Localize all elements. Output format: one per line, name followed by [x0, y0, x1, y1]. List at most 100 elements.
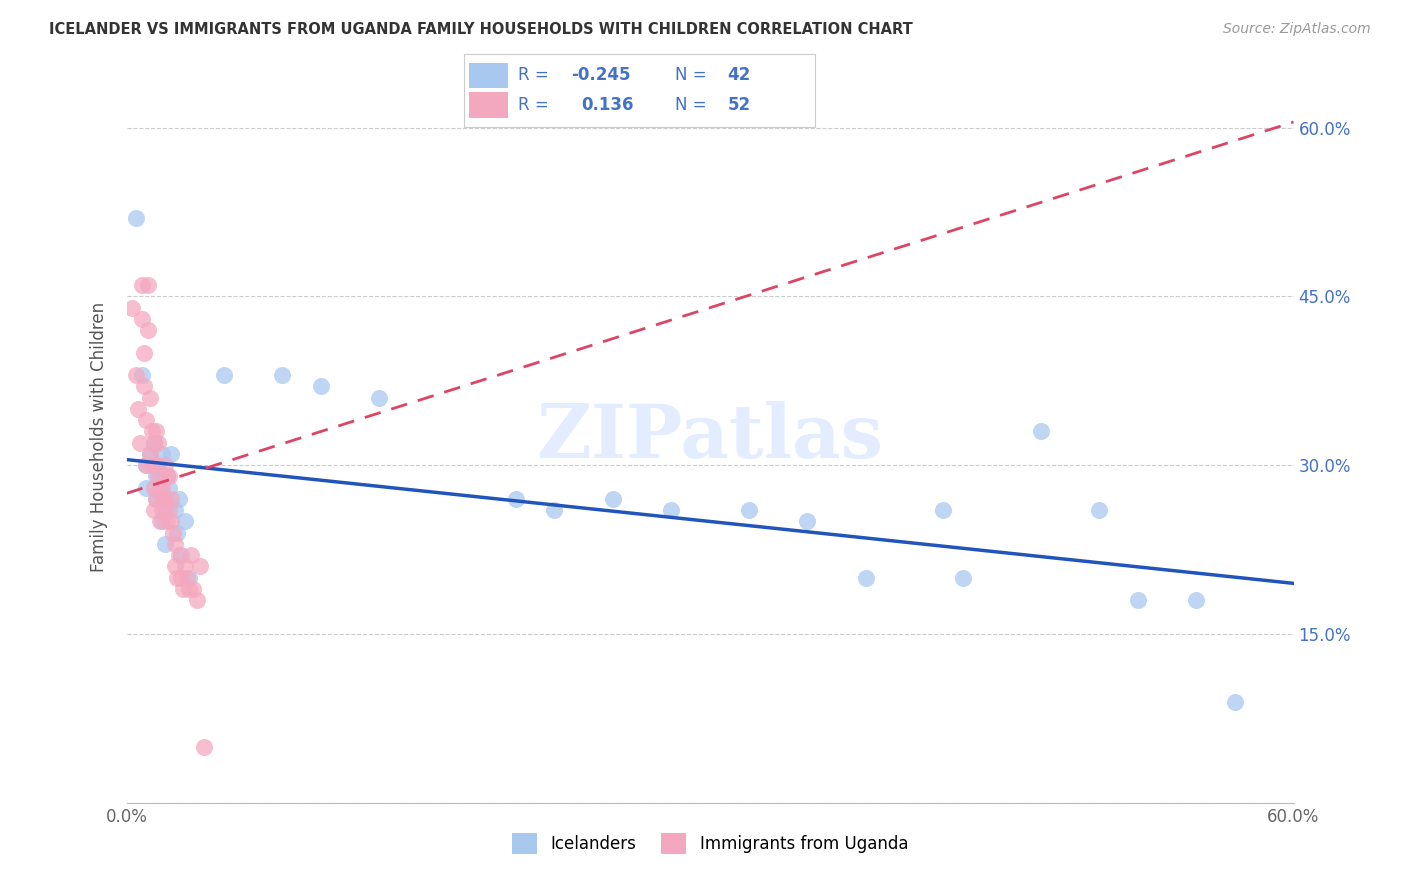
Point	[659, 503, 682, 517]
Point	[186, 593, 208, 607]
Point	[176, 571, 198, 585]
Point	[150, 503, 173, 517]
Point	[121, 301, 143, 315]
Text: ZIPatlas: ZIPatlas	[537, 401, 883, 474]
Point	[180, 548, 202, 562]
Point	[166, 525, 188, 540]
Point	[131, 368, 153, 383]
Point	[505, 491, 527, 506]
Point	[149, 515, 172, 529]
Point	[141, 458, 163, 473]
Point	[156, 469, 179, 483]
Text: N =: N =	[675, 67, 711, 85]
Point	[170, 548, 193, 562]
Point	[135, 481, 157, 495]
Point	[170, 571, 193, 585]
Point	[160, 491, 183, 506]
Point	[142, 503, 165, 517]
Point	[135, 458, 157, 473]
Point	[177, 582, 200, 596]
Point	[152, 491, 174, 506]
Point	[167, 491, 190, 506]
Point	[177, 571, 200, 585]
Point	[146, 435, 169, 450]
Point	[127, 401, 149, 416]
Point	[142, 435, 165, 450]
Point	[1126, 593, 1149, 607]
Point	[142, 481, 165, 495]
Point	[932, 503, 955, 517]
Point	[271, 368, 294, 383]
Bar	[470, 62, 508, 88]
Point	[155, 458, 177, 473]
Point	[193, 739, 215, 754]
Point	[172, 582, 194, 596]
Point	[125, 368, 148, 383]
Point	[149, 469, 172, 483]
Point	[145, 425, 167, 439]
Text: 52: 52	[728, 95, 751, 113]
Point	[165, 537, 187, 551]
Point	[139, 447, 162, 461]
Point	[1223, 694, 1246, 708]
Text: N =: N =	[675, 95, 711, 113]
Point	[146, 469, 169, 483]
Point	[139, 447, 162, 461]
Point	[796, 515, 818, 529]
Point	[136, 323, 159, 337]
Point	[136, 278, 159, 293]
Point	[157, 481, 180, 495]
Point	[156, 515, 179, 529]
Point	[141, 425, 163, 439]
Point	[1185, 593, 1208, 607]
Point	[602, 491, 624, 506]
Point	[368, 391, 391, 405]
Point	[131, 312, 153, 326]
Point	[162, 525, 184, 540]
Point	[152, 491, 174, 506]
Point	[174, 515, 197, 529]
Text: ICELANDER VS IMMIGRANTS FROM UGANDA FAMILY HOUSEHOLDS WITH CHILDREN CORRELATION : ICELANDER VS IMMIGRANTS FROM UGANDA FAMI…	[49, 22, 912, 37]
Point	[145, 469, 167, 483]
Point	[166, 571, 188, 585]
Point	[125, 211, 148, 225]
Point	[543, 503, 565, 517]
Text: R =: R =	[519, 67, 554, 85]
Point	[212, 368, 235, 383]
Point	[181, 582, 204, 596]
Point	[150, 515, 173, 529]
Point	[131, 278, 153, 293]
Point	[150, 481, 173, 495]
Point	[129, 435, 152, 450]
Bar	[470, 92, 508, 118]
Text: 42: 42	[728, 67, 751, 85]
Point	[132, 345, 155, 359]
Point	[190, 559, 212, 574]
Point	[155, 503, 177, 517]
Point	[165, 559, 187, 574]
Point	[1088, 503, 1111, 517]
Point	[146, 458, 169, 473]
Legend: Icelanders, Immigrants from Uganda: Icelanders, Immigrants from Uganda	[505, 827, 915, 860]
Point	[174, 559, 197, 574]
Point	[855, 571, 877, 585]
Point	[132, 379, 155, 393]
Point	[952, 571, 974, 585]
Point	[167, 548, 190, 562]
Point	[156, 469, 179, 483]
Point	[160, 447, 183, 461]
Point	[155, 491, 177, 506]
Point	[145, 458, 167, 473]
Point	[135, 458, 157, 473]
Point	[142, 435, 165, 450]
Point	[309, 379, 332, 393]
Point	[145, 491, 167, 506]
Text: R =: R =	[519, 95, 554, 113]
Text: Source: ZipAtlas.com: Source: ZipAtlas.com	[1223, 22, 1371, 37]
Text: 0.136: 0.136	[582, 95, 634, 113]
Y-axis label: Family Households with Children: Family Households with Children	[90, 302, 108, 572]
Point	[157, 503, 180, 517]
Point	[160, 515, 183, 529]
Point	[1029, 425, 1052, 439]
Point	[145, 491, 167, 506]
